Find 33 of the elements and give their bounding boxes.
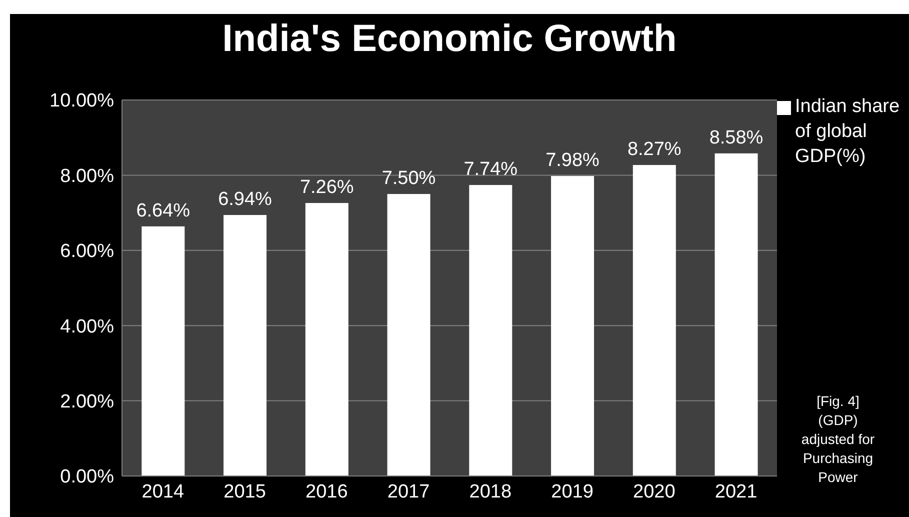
x-tick-label: 2017 [387,481,430,502]
legend-label: Indian share of global GDP(%) [795,95,901,169]
bar [632,165,676,476]
text: [Fig. 4] (GDP) adjusted for Purchasing Power [800,392,876,487]
y-tick-label: 2.00% [60,392,114,413]
x-tick-label: 2015 [224,481,266,502]
bar [469,184,512,476]
text: 6.64% [136,200,190,222]
text: 7.74% [464,158,518,180]
bar [142,226,185,476]
bar [224,215,267,476]
text: 8.58% [709,127,764,148]
bar [551,176,594,476]
text: 7.50% [382,168,436,189]
bar [714,153,758,476]
y-tick-label: 10.00% [50,90,114,112]
y-tick-label: 4.00% [60,316,114,338]
x-tick-label: 2014 [142,481,184,502]
x-tick-label: 2021 [714,481,758,502]
y-tick-label: 6.00% [60,241,114,262]
x-tick-label: 2020 [633,481,676,502]
chart-title: India's Economic Growth [221,18,678,61]
text: 7.26% [300,177,354,198]
text: 6.94% [218,189,272,210]
bar [387,194,430,476]
x-tick-label: 2019 [551,481,594,502]
x-tick-label: 2018 [469,481,512,502]
x-tick-label: 2016 [306,481,348,502]
bar [305,203,348,476]
y-tick-label: 0.00% [60,466,114,488]
text: 8.27% [627,139,682,160]
y-tick-label: 8.00% [60,166,114,187]
text: 7.98% [546,150,600,171]
